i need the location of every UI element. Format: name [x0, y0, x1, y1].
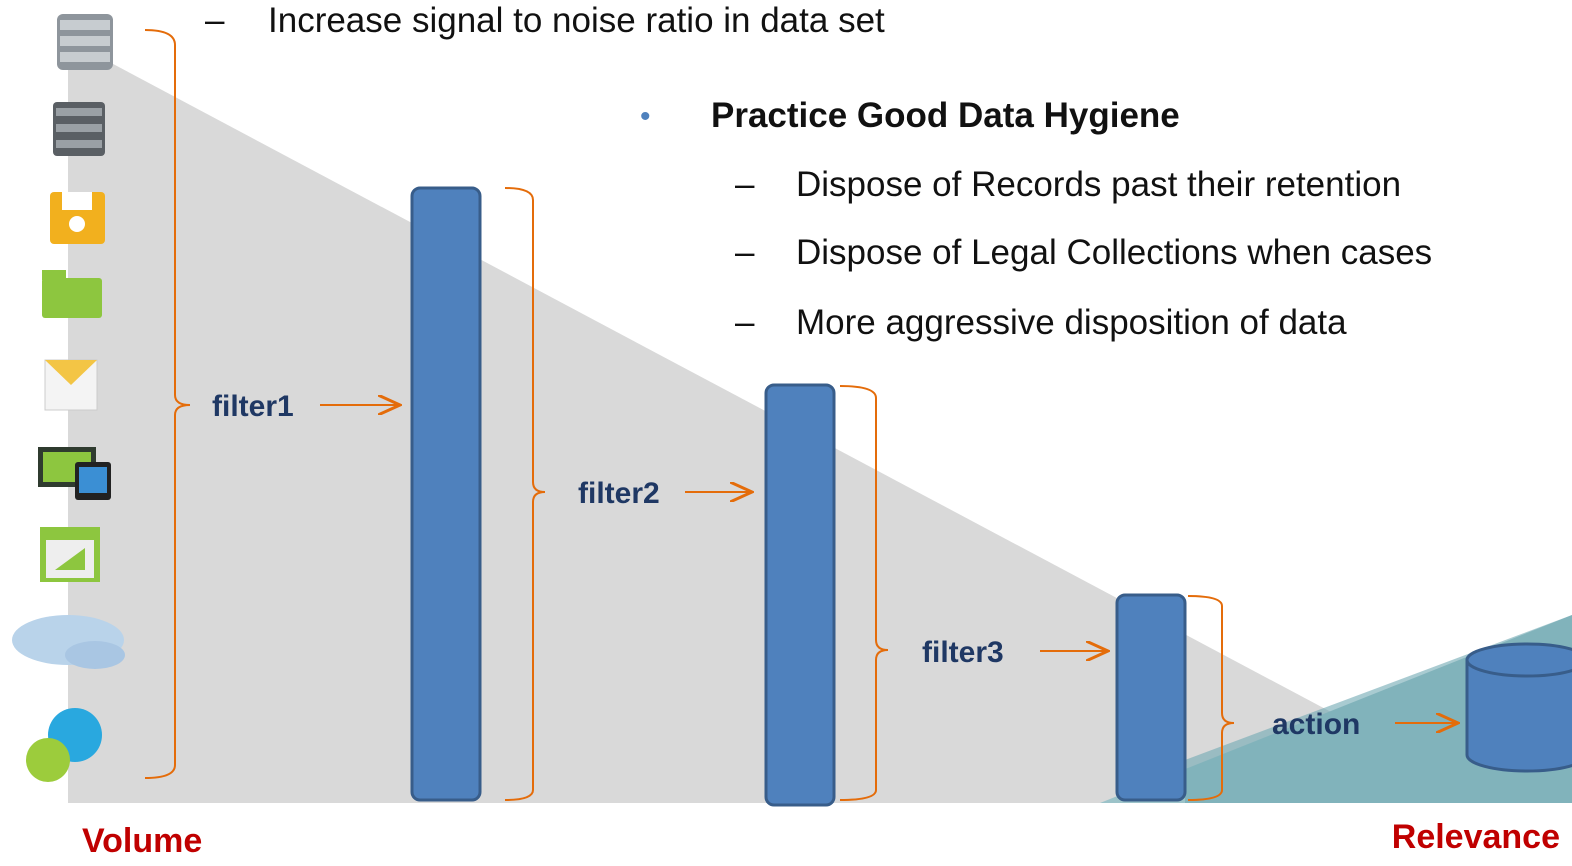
filter-bar	[766, 385, 834, 805]
bullet-text: More aggressive disposition of data	[796, 303, 1347, 342]
filter-label: filter3	[922, 636, 1004, 669]
bullet-dot: •	[640, 100, 651, 133]
dash: –	[735, 303, 755, 342]
dash: –	[735, 165, 755, 204]
filter-label: action	[1272, 708, 1360, 741]
sub-bullets: – Dispose of Records past their retentio…	[735, 165, 1432, 342]
database-cylinder	[1467, 644, 1572, 771]
bullet-text: Increase signal to noise ratio in data s…	[268, 1, 885, 40]
bullet-text: Dispose of Records past their retention	[796, 165, 1401, 204]
dash: –	[735, 233, 755, 272]
axis-label: Volume	[82, 822, 202, 860]
dash: –	[205, 1, 225, 40]
filter-bar	[412, 188, 480, 800]
axis-label: Relevance	[1392, 818, 1560, 856]
bullet-heading: Practice Good Data Hygiene	[711, 96, 1180, 135]
filter-label: filter2	[578, 477, 660, 510]
filter-label: filter1	[212, 390, 294, 423]
diagram: – Increase signal to noise ratio in data…	[0, 0, 1572, 866]
bullet-text: Dispose of Legal Collections when cases	[796, 233, 1432, 272]
filter-bar	[1117, 595, 1185, 800]
